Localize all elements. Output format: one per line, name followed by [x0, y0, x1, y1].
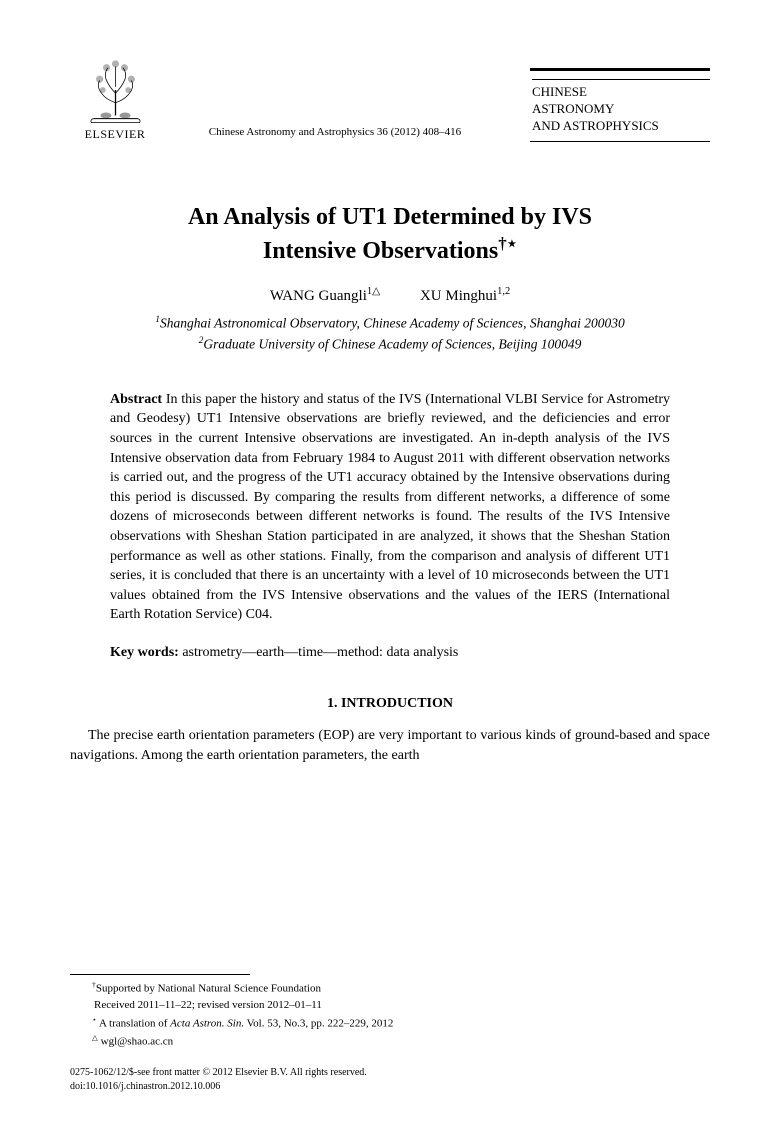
elsevier-tree-icon [83, 55, 148, 125]
authors-block: WANG Guangli1△ XU Minghui1,2 [70, 285, 710, 305]
journal-title-box: CHINESE ASTRONOMY AND ASTROPHYSICS [530, 68, 710, 142]
body-paragraph: The precise earth orientation parameters… [70, 726, 710, 765]
footnote-text: A translation of [99, 1017, 170, 1029]
affiliation: 1Shanghai Astronomical Observatory, Chin… [70, 313, 710, 334]
footnote-italic: Acta Astron. Sin. [170, 1017, 244, 1029]
journal-title-line: AND ASTROPHYSICS [532, 118, 710, 135]
citation-text: Chinese Astronomy and Astrophysics 36 (2… [150, 126, 520, 142]
keywords-label: Key words: [110, 645, 179, 660]
journal-title-line: CHINESE [532, 84, 710, 101]
copyright-line: 0275-1062/12/$-see front matter © 2012 E… [70, 1066, 710, 1080]
footnote-rule [70, 974, 250, 975]
author: XU Minghui1,2 [420, 288, 510, 304]
title-line2: Intensive Observations [263, 238, 498, 264]
footnote-marker: ⋆ [92, 1015, 97, 1024]
author-sup: 1△ [367, 286, 380, 297]
footnote: ⋆ A translation of Acta Astron. Sin. Vol… [92, 1014, 710, 1032]
article-title: An Analysis of UT1 Determined by IVS Int… [70, 202, 710, 267]
keywords-block: Key words: astrometry—earth—time—method:… [110, 645, 670, 661]
footnote-marker: △ [92, 1033, 98, 1042]
author-sup: 1,2 [497, 286, 510, 297]
publisher-name: ELSEVIER [85, 127, 146, 142]
author: WANG Guangli1△ [270, 288, 380, 304]
footnote-text: wgl@shao.ac.cn [101, 1036, 173, 1048]
footnote: △ wgl@shao.ac.cn [92, 1032, 710, 1050]
author-name: WANG Guangli [270, 288, 367, 304]
copyright-block: 0275-1062/12/$-see front matter © 2012 E… [70, 1066, 710, 1094]
affiliation: 2Graduate University of Chinese Academy … [70, 334, 710, 355]
footnote-received: Received 2011–11–22; revised version 201… [92, 997, 710, 1014]
publisher-logo-block: ELSEVIER [70, 55, 160, 142]
title-line1: An Analysis of UT1 Determined by IVS [188, 204, 592, 230]
footnote: †Supported by National Natural Science F… [92, 979, 710, 997]
section-heading: 1. INTRODUCTION [70, 696, 710, 712]
affiliation-text: Shanghai Astronomical Observatory, Chine… [160, 316, 625, 331]
title-markers: †⋆ [498, 234, 517, 253]
footnote-text: Vol. 53, No.3, pp. 222–229, 2012 [244, 1017, 393, 1029]
footnotes-block: †Supported by National Natural Science F… [92, 979, 710, 1050]
page-header: ELSEVIER Chinese Astronomy and Astrophys… [70, 55, 710, 142]
abstract-label: Abstract [110, 392, 162, 407]
footnote-text: Supported by National Natural Science Fo… [96, 983, 321, 995]
author-name: XU Minghui [420, 288, 497, 304]
affiliation-text: Graduate University of Chinese Academy o… [203, 337, 581, 352]
affiliations-block: 1Shanghai Astronomical Observatory, Chin… [70, 313, 710, 355]
abstract-text: In this paper the history and status of … [110, 392, 670, 623]
keywords-text: astrometry—earth—time—method: data analy… [182, 645, 458, 660]
abstract-block: Abstract In this paper the history and s… [110, 390, 670, 625]
journal-title-line: ASTRONOMY [532, 101, 710, 118]
footer-area: †Supported by National Natural Science F… [70, 974, 710, 1094]
doi-line: doi:10.1016/j.chinastron.2012.10.006 [70, 1080, 710, 1094]
